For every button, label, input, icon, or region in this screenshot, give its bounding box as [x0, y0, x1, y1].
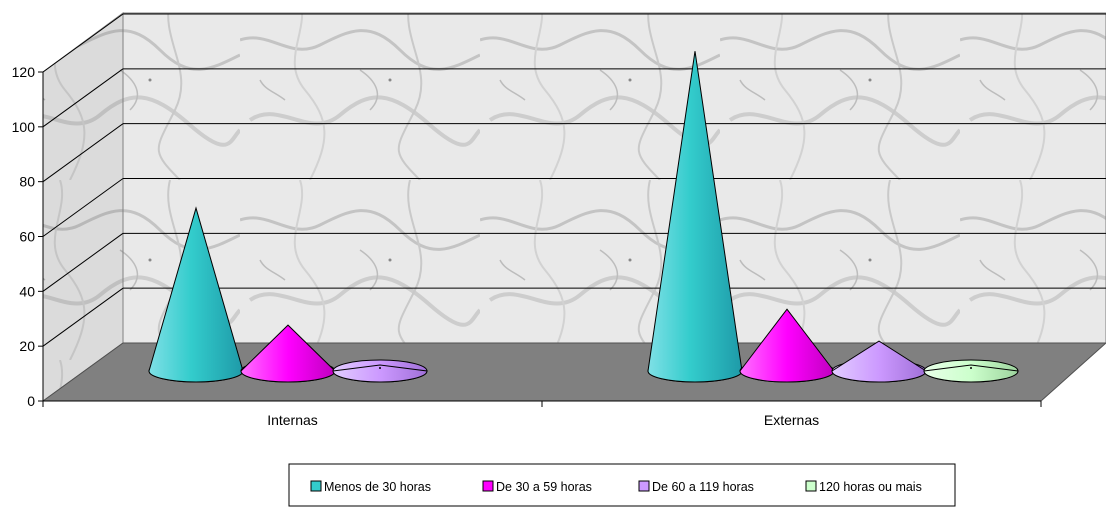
- cone-series: [148, 51, 1019, 383]
- legend: Menos de 30 horas De 30 a 59 horas De 60 a…: [288, 463, 956, 507]
- y-tick-label: 60: [19, 229, 35, 245]
- cone-apex: [970, 367, 972, 369]
- gridline-side: [42, 178, 124, 237]
- gridlines: [42, 13, 1106, 347]
- cone: [240, 324, 336, 383]
- gridline-side: [42, 287, 124, 347]
- legend-swatch: [482, 480, 494, 492]
- legend-swatch: [310, 480, 322, 492]
- y-tick-label: 20: [19, 338, 35, 354]
- cone: [332, 359, 428, 383]
- legend-swatch: [638, 480, 650, 492]
- legend-label: De 30 a 59 horas: [496, 480, 592, 494]
- gridline-side: [42, 232, 124, 292]
- gridline-side: [42, 13, 124, 73]
- y-tick-label: 0: [27, 393, 35, 409]
- y-tick-label: 80: [19, 174, 35, 190]
- cone-body: [332, 364, 428, 383]
- legend-swatch: [805, 480, 817, 492]
- y-tick-label: 100: [12, 119, 36, 135]
- cone-body: [923, 364, 1019, 383]
- gridline-side: [42, 123, 124, 183]
- y-tick-label: 120: [12, 64, 36, 80]
- x-tick-label: Internas: [267, 412, 318, 428]
- legend-label: De 60 a 119 horas: [652, 480, 754, 494]
- x-tick-label: Externas: [764, 412, 819, 428]
- cone-apex: [379, 367, 381, 369]
- legend-label: Menos de 30 horas: [324, 480, 431, 494]
- x-axis: Internas Externas: [42, 400, 1042, 428]
- cone: [923, 359, 1019, 383]
- gridline-side: [42, 68, 124, 128]
- y-axis: 0 20 40 60 80 100 120: [12, 64, 44, 409]
- legend-box: [288, 463, 956, 507]
- legend-label: 120 horas ou mais: [819, 480, 922, 494]
- y-tick-label: 40: [19, 283, 35, 299]
